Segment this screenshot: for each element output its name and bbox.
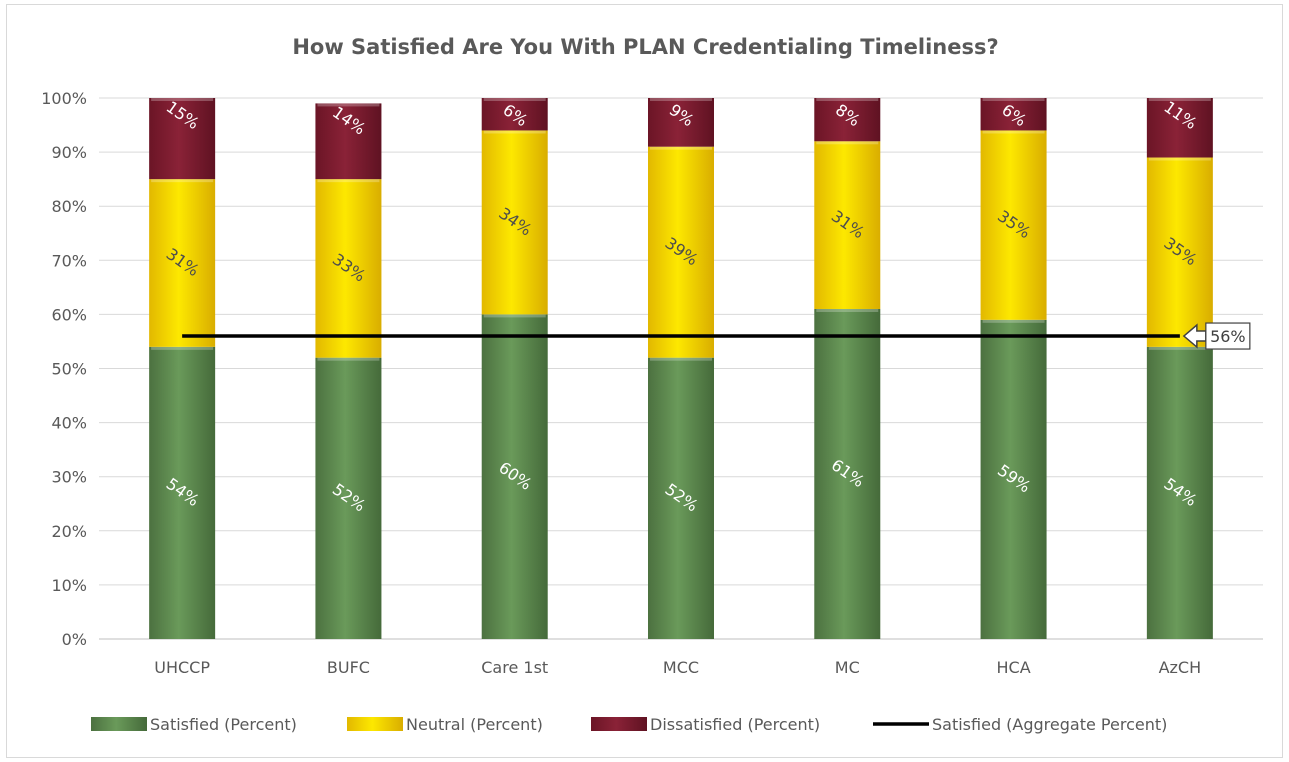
x-tick-label: BUFC (327, 658, 370, 677)
bar-segment (980, 319, 1047, 639)
bar-segment (1146, 157, 1213, 347)
bar-segment (315, 103, 382, 180)
bar-segment-highlight (151, 346, 214, 350)
bar-segment (1146, 346, 1213, 639)
bar-segment (481, 98, 548, 131)
y-tick-label: 80% (51, 197, 87, 216)
bar-segment-highlight (483, 130, 546, 134)
chart-title: How Satisfied Are You With PLAN Credenti… (292, 35, 999, 59)
bar-segment-highlight (982, 98, 1045, 101)
bar-segment-highlight (650, 98, 712, 101)
y-tick-label: 20% (51, 522, 87, 541)
bar-segment (648, 98, 714, 147)
x-tick-label: AzCH (1159, 658, 1202, 677)
y-tick-label: 50% (51, 360, 87, 379)
legend-swatch (591, 717, 647, 731)
legend-label: Neutral (Percent) (406, 715, 543, 734)
bar-segment (648, 146, 714, 358)
bar-segment (1146, 98, 1213, 158)
bar-segment (814, 141, 881, 309)
bar-segment (814, 98, 881, 142)
bar-segment-highlight (982, 130, 1045, 134)
y-tick-label: 60% (51, 305, 87, 324)
y-tick-label: 90% (51, 143, 87, 162)
bar-segment-highlight (317, 103, 380, 107)
chart-frame: How Satisfied Are You With PLAN Credenti… (6, 4, 1283, 758)
bar-segment (481, 130, 548, 315)
legend-swatch (91, 717, 147, 731)
bar-segment (315, 179, 382, 358)
y-tick-label: 100% (41, 89, 87, 108)
bar-segment (648, 357, 714, 639)
bar-segment-highlight (483, 314, 546, 318)
legend-swatch (347, 717, 403, 731)
legend-label: Satisfied (Aggregate Percent) (932, 715, 1167, 734)
x-tick-label: MC (835, 658, 860, 677)
y-tick-label: 40% (51, 414, 87, 433)
legend-label: Satisfied (Percent) (150, 715, 297, 734)
x-tick-label: HCA (996, 658, 1030, 677)
bar-segment (315, 357, 382, 639)
bar-segment-highlight (816, 98, 879, 101)
bar-segment (149, 346, 216, 639)
bar-segment-highlight (483, 98, 546, 101)
chart-plot: 54%31%15%52%33%14%60%34%6%52%39%9%61%31%… (41, 89, 1263, 734)
bar-segment-highlight (151, 98, 214, 101)
bar-segment-highlight (1148, 157, 1211, 161)
bar-segment-highlight (650, 357, 712, 361)
bar-segment (149, 179, 216, 347)
y-tick-label: 70% (51, 251, 87, 270)
callout-box (1205, 322, 1251, 350)
bar-segment-highlight (650, 146, 712, 150)
aggregate-label: 56% (1210, 327, 1246, 346)
bar-segment-highlight (1148, 98, 1211, 101)
x-tick-label: Care 1st (481, 658, 548, 677)
bar-segment (481, 314, 548, 639)
bar-segment-highlight (982, 319, 1045, 323)
bar-segment-highlight (816, 308, 879, 312)
legend-label: Dissatisfied (Percent) (650, 715, 820, 734)
y-tick-label: 10% (51, 576, 87, 595)
bar-segment (980, 130, 1047, 320)
bar-segment (149, 98, 216, 180)
bar-segment (814, 308, 881, 639)
bar-segment-highlight (317, 357, 380, 361)
y-tick-label: 30% (51, 468, 87, 487)
bar-segment-highlight (816, 141, 879, 145)
x-tick-label: UHCCP (154, 658, 210, 677)
bar-segment (980, 98, 1047, 131)
bar-segment-highlight (317, 179, 380, 183)
x-tick-label: MCC (663, 658, 699, 677)
bar-segment-highlight (151, 179, 214, 183)
bar-segment-highlight (1148, 346, 1211, 350)
y-tick-label: 0% (62, 630, 87, 649)
